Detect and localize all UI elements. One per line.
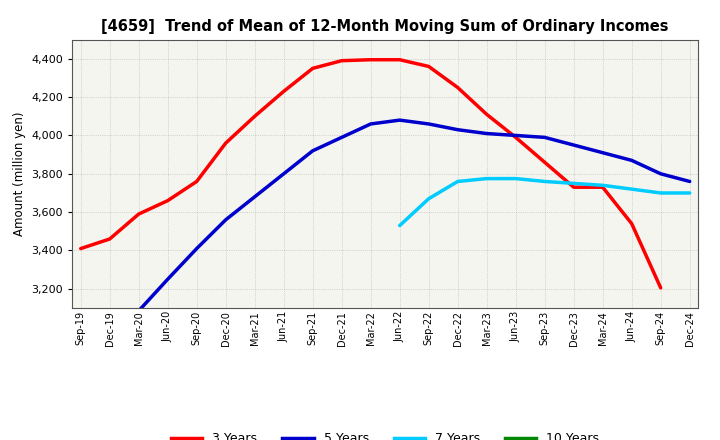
Title: [4659]  Trend of Mean of 12-Month Moving Sum of Ordinary Incomes: [4659] Trend of Mean of 12-Month Moving … (102, 19, 669, 34)
Y-axis label: Amount (million yen): Amount (million yen) (13, 112, 26, 236)
Legend: 3 Years, 5 Years, 7 Years, 10 Years: 3 Years, 5 Years, 7 Years, 10 Years (166, 427, 604, 440)
